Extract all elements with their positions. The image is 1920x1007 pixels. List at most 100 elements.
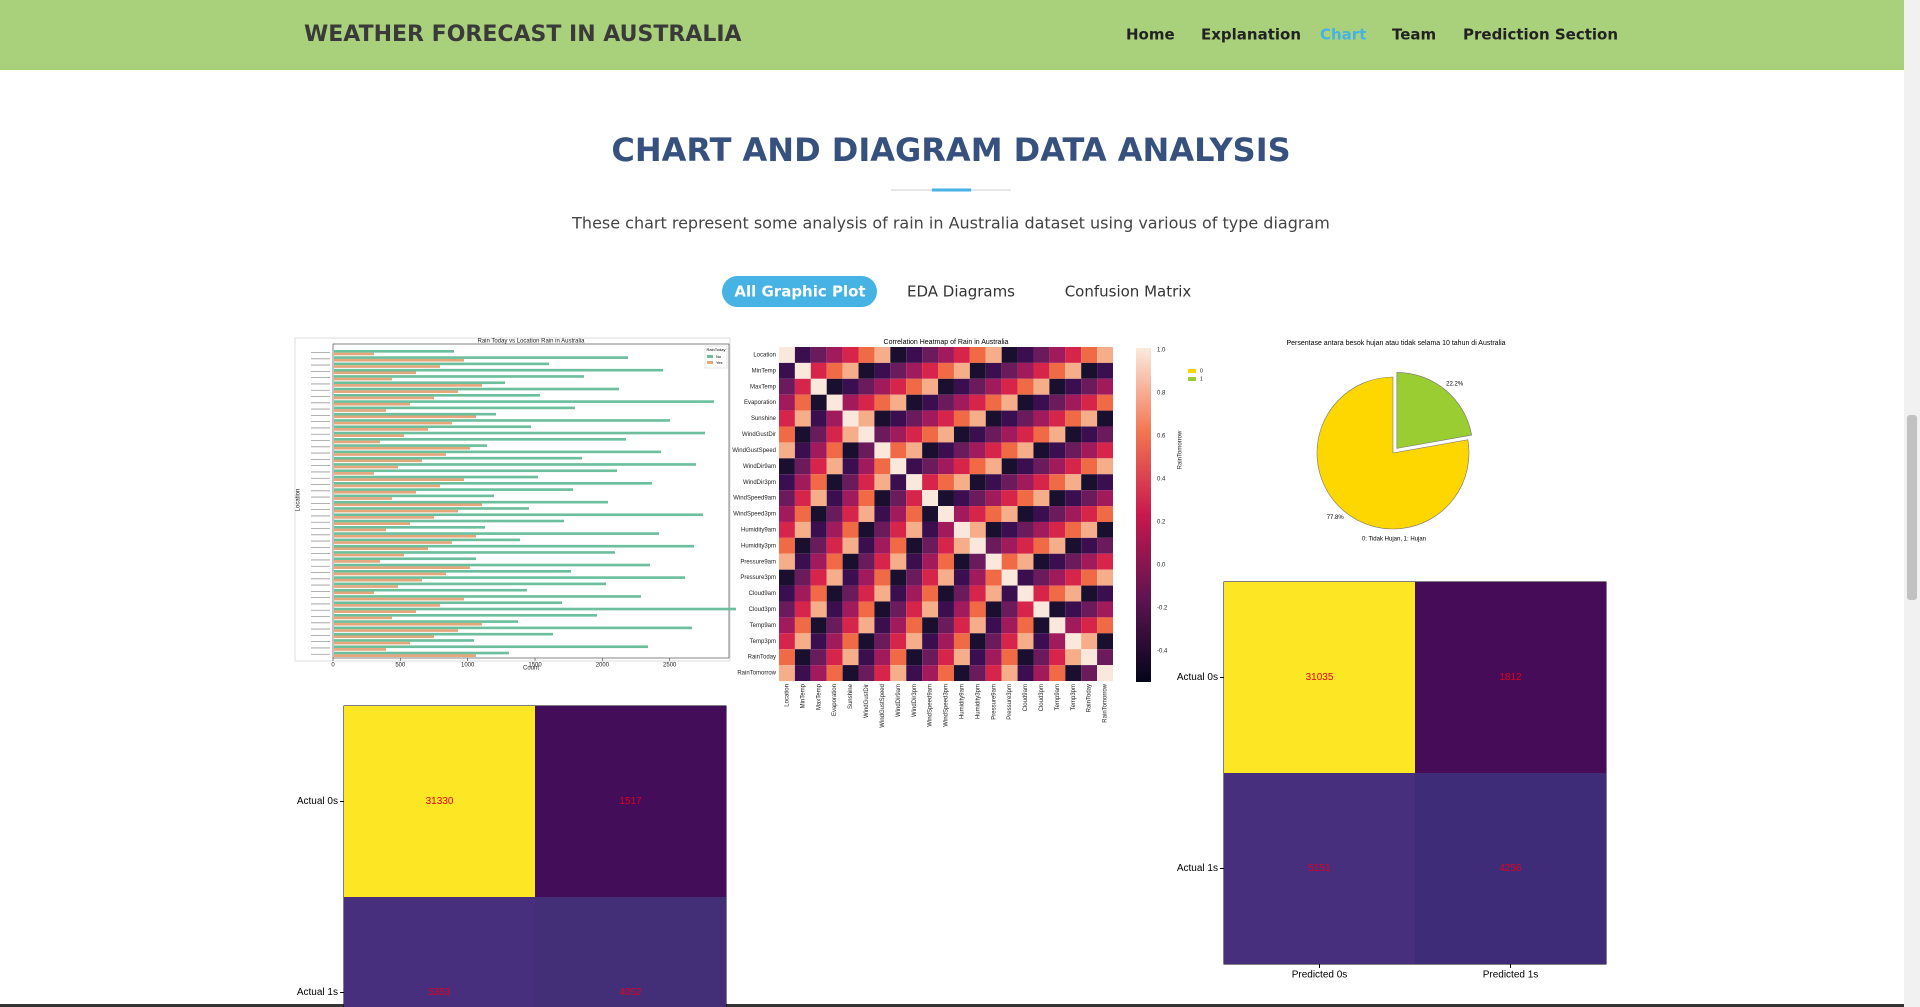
heatmap-cell [842,521,859,538]
bar-decoration [334,469,617,473]
bar-decoration [334,639,474,642]
heatmap-cell [1033,649,1050,666]
heatmap-cell [1065,601,1082,618]
tab-active[interactable] [722,276,877,307]
bar-decoration [334,541,452,544]
nav-link[interactable]: Home [1126,26,1175,44]
heatmap-cell [890,521,907,538]
heatmap-cell [1017,442,1034,459]
heatmap-cell [985,601,1002,618]
heatmap-cell [1081,569,1098,586]
heatmap-cell [938,553,954,570]
heatmap-cell [1081,362,1098,379]
heatmap-cell [969,569,986,586]
nav-link[interactable]: Explanation [1201,26,1301,44]
heatmap-cell [938,649,954,666]
heatmap-cell [938,394,954,411]
legend-label: 0 [1200,368,1203,374]
heatmap-cell [906,585,923,602]
heatmap-cell [1017,394,1034,411]
heatmap-col-label: Humidity9am [959,684,965,719]
heatmap-cell [1049,521,1066,538]
bar-decoration [334,465,398,469]
heatmap-cell [779,474,795,491]
heatmap-cell [922,585,939,602]
heatmap-cell [1001,617,1018,634]
heatmap-cell [1049,362,1066,379]
heatmap-cell [890,649,907,666]
heatmap-cell [985,410,1002,427]
bar-decoration [334,597,464,601]
tab[interactable]: All Graphic Plot [734,283,865,301]
heatmap-cell [842,394,859,411]
heatmap-cell [890,458,907,475]
heatmap-cell [842,569,859,586]
scrollbar-thumb[interactable] [1907,415,1917,600]
heatmap-cell [1017,649,1034,666]
bar-decoration [334,629,458,632]
tab[interactable]: EDA Diagrams [907,283,1015,301]
heatmap-cell [985,378,1002,395]
heatmap-cell [779,649,795,666]
x-tick-label: 500 [395,663,406,669]
heatmap-cell [779,617,795,634]
heatmap-cell [890,633,907,650]
heatmap-cell [1033,633,1050,650]
colorbar-label: RainTomorrow [1178,430,1184,469]
brand[interactable]: WEATHER FORECAST IN AUSTRALIA [304,22,742,47]
bar-decoration [334,390,458,393]
heatmap-cell [922,394,939,411]
heatmap-cell [1049,617,1066,634]
heatmap-cell [938,521,954,538]
heatmap-cell [1065,474,1082,491]
x-tick-label: 1000 [461,663,475,669]
heatmap-cell [1017,617,1034,634]
heatmap-cell [1097,649,1113,666]
bar-decoration [334,434,404,437]
bar-decoration [334,601,562,605]
heatmap-cell [810,617,827,634]
heatmap-cell [938,633,954,650]
heatmap-cell [1033,474,1050,491]
heatmap-cell [1081,537,1098,554]
heatmap-cell [779,665,795,681]
bar-decoration [334,503,482,507]
bar-decoration [334,394,540,397]
heatmap-cell [858,521,875,538]
tab[interactable]: Confusion Matrix [1065,283,1192,301]
bar-decoration [334,622,482,626]
heatmap-cell [938,378,954,395]
nav-link-active[interactable]: Chart [1320,26,1366,44]
heatmap-col-label: WindGustSpeed [880,684,886,728]
heatmap-cell [1049,347,1066,363]
bar-decoration [334,396,434,400]
nav-link[interactable]: Prediction Section [1463,26,1618,44]
bar-decoration [334,358,464,362]
bar-decoration [334,368,663,372]
heatmap-cell [953,442,970,459]
heatmap-cell [906,458,923,475]
pie-slice [1316,376,1470,530]
heatmap-cell [922,458,939,475]
nav-link[interactable]: Team [1392,26,1436,44]
heatmap-cell [1065,633,1082,650]
heatmap-cell [842,442,859,459]
heatmap-cell [842,362,859,379]
heatmap-cell [779,458,795,475]
bar-decoration [334,500,608,504]
heatmap-col-label: Pressure3pm [1007,684,1013,720]
heatmap-cell [985,442,1002,459]
heatmap-cell [1017,362,1034,379]
heatmap-cell [858,426,875,443]
heatmap-cell [1097,410,1113,427]
heatmap-cell [810,474,827,491]
heatmap-cell [969,585,986,602]
heatmap-cell [779,490,795,507]
heatmap-cell [826,506,843,522]
heatmap-cell [1097,442,1113,459]
heatmap-cell [842,585,859,602]
heatmap-row-label: Humidity9am [741,527,776,533]
heatmap-cell [985,394,1002,411]
bar-decoration [334,377,392,381]
heatmap-row-label: MinTemp [752,368,777,374]
